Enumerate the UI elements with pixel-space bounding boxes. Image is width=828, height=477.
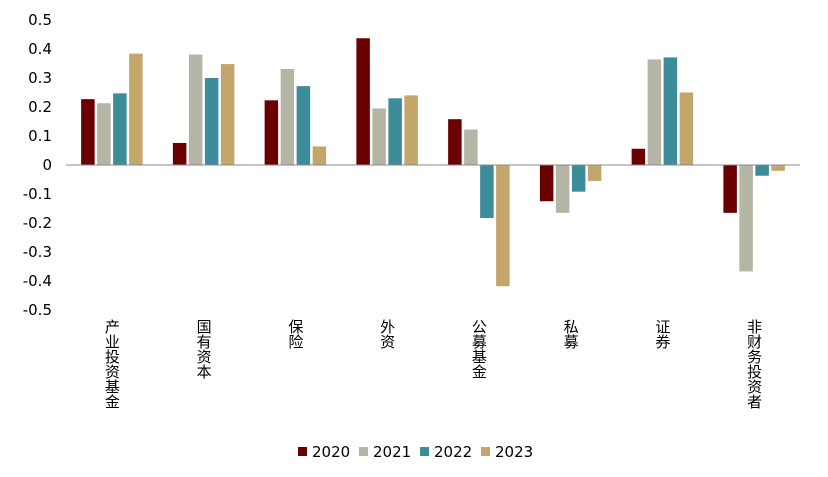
bar-2021-2	[280, 69, 295, 165]
bar-2023-7	[771, 165, 785, 171]
bar-2020-3	[356, 38, 370, 165]
bar-2021-6	[647, 59, 662, 165]
y-tick-label: 0.4	[28, 40, 52, 58]
legend-label: 2021	[373, 443, 411, 461]
legend-swatch-2022	[420, 447, 429, 456]
bar-2021-0	[97, 103, 111, 165]
bar-2021-4	[464, 129, 478, 165]
bar-2020-1	[172, 142, 187, 165]
bar-2023-2	[312, 146, 327, 165]
bar-2020-0	[81, 99, 95, 165]
y-axis: 0.5 0.4 0.3 0.2 0.1 0 -0.1 -0.2 -0.3 -0.4 -0.5	[23, 11, 52, 319]
bar-2021-1	[188, 54, 203, 166]
legend-label: 2022	[434, 443, 472, 461]
y-tick-label: 0.3	[28, 69, 52, 87]
bar-2022-3	[388, 98, 402, 165]
legend-swatch-2020	[298, 447, 307, 456]
legend-swatch-2021	[359, 447, 368, 456]
y-tick-label: -0.4	[23, 272, 52, 290]
legend-label: 2023	[495, 443, 533, 461]
y-tick-label: -0.5	[23, 301, 52, 319]
category-label: 国有资本	[195, 319, 213, 379]
bar-2023-0	[129, 53, 143, 165]
y-tick-label: 0	[42, 156, 52, 174]
y-tick-label: -0.2	[23, 214, 52, 232]
legend-label: 2020	[312, 443, 350, 461]
legend-swatch-2023	[481, 447, 490, 456]
category-label: 公募基金	[470, 319, 488, 379]
bar-2022-1	[204, 78, 219, 165]
category-label: 证券	[653, 319, 671, 350]
bar-2020-7	[723, 165, 737, 213]
bar-2021-7	[739, 165, 753, 272]
bar-2022-2	[296, 86, 311, 165]
bar-2022-7	[755, 165, 769, 176]
bar-2020-4	[448, 119, 462, 165]
category-label: 保险	[286, 319, 304, 349]
bar-2020-5	[539, 165, 554, 202]
bar-2022-0	[113, 93, 127, 165]
bars-group	[81, 38, 785, 287]
category-label: 非财务投资者	[745, 319, 763, 409]
bar-2021-5	[555, 165, 570, 213]
bar-2023-4	[496, 165, 510, 287]
legend: 2020 2021 2022 2023	[298, 443, 533, 461]
category-label: 外资	[378, 319, 396, 349]
bar-2022-4	[480, 165, 494, 219]
bar-2023-5	[587, 165, 602, 181]
y-tick-label: 0.5	[28, 11, 52, 29]
category-label: 私募	[562, 319, 580, 350]
bar-2022-6	[663, 57, 678, 165]
x-axis-category-labels: 产业投资基金 国有资本 保险 外资 公募基金 私募 证券 非财务投资者	[103, 319, 763, 409]
bar-2021-3	[372, 108, 386, 165]
bar-2023-1	[220, 64, 235, 165]
y-tick-label: 0.1	[28, 127, 52, 145]
y-tick-label: -0.3	[23, 243, 52, 261]
y-tick-label: 0.2	[28, 98, 52, 116]
bar-2023-3	[404, 95, 418, 165]
bar-2020-6	[631, 148, 646, 165]
bar-2023-6	[679, 92, 694, 165]
bar-2020-2	[264, 100, 279, 165]
category-label: 产业投资基金	[103, 319, 121, 409]
bar-2022-5	[571, 165, 586, 192]
y-tick-label: -0.1	[23, 185, 52, 203]
